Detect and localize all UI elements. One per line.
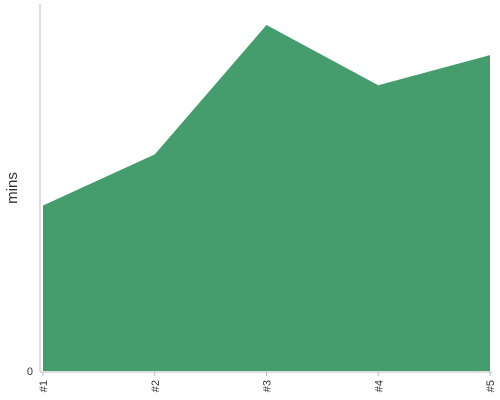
plot-area xyxy=(43,25,490,372)
x-tick-label: #3 xyxy=(262,380,274,392)
x-tick-label: #2 xyxy=(150,380,162,392)
y-tick-label: 0 xyxy=(27,366,33,378)
area-series xyxy=(43,25,490,372)
x-tick-label: #1 xyxy=(38,380,50,392)
x-tick-label: #4 xyxy=(373,380,385,392)
y-axis-title: mins xyxy=(4,172,21,204)
x-tick-label: #5 xyxy=(485,380,497,392)
x-axis-ticks: #1 #2 #3 #4 #5 xyxy=(38,372,497,392)
y-axis-ticks: 0 xyxy=(27,366,33,378)
